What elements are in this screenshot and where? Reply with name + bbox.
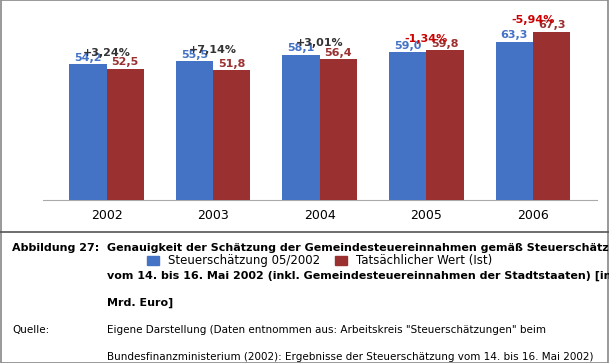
Text: Mrd. Euro]: Mrd. Euro] — [107, 298, 173, 308]
Text: 54,2: 54,2 — [74, 53, 102, 63]
Text: Abbildung 27:: Abbildung 27: — [12, 243, 99, 253]
Text: +7,14%: +7,14% — [189, 45, 237, 55]
Text: Eigene Darstellung (Daten entnommen aus: Arbeitskreis "Steuerschätzungen" beim: Eigene Darstellung (Daten entnommen aus:… — [107, 325, 546, 335]
Text: 51,8: 51,8 — [218, 59, 245, 69]
Bar — [107, 69, 144, 200]
Text: 63,3: 63,3 — [501, 30, 528, 40]
Bar — [496, 42, 533, 200]
Bar — [213, 70, 250, 200]
Text: 59,8: 59,8 — [431, 39, 459, 49]
Text: +3,24%: +3,24% — [83, 48, 130, 58]
Text: Genauigkeit der Schätzung der Gemeindesteuereinnahmen gemäß Steuerschätzung: Genauigkeit der Schätzung der Gemeindest… — [107, 243, 609, 253]
Text: +3,01%: +3,01% — [296, 38, 343, 48]
Bar — [176, 61, 213, 200]
Text: -1,34%: -1,34% — [404, 34, 448, 44]
Text: Quelle:: Quelle: — [12, 325, 49, 335]
Text: vom 14. bis 16. Mai 2002 (inkl. Gemeindesteuereinnahmen der Stadtstaaten) [in: vom 14. bis 16. Mai 2002 (inkl. Gemeinde… — [107, 270, 609, 281]
Text: 58,1: 58,1 — [287, 44, 315, 53]
Bar — [426, 50, 463, 200]
Bar — [533, 32, 570, 200]
Bar — [283, 55, 320, 200]
Text: 52,5: 52,5 — [111, 57, 139, 68]
Text: 67,3: 67,3 — [538, 20, 565, 30]
Text: 59,0: 59,0 — [394, 41, 421, 51]
Bar — [320, 59, 357, 200]
Text: 55,5: 55,5 — [181, 50, 208, 60]
Text: Bundesfinanzministerium (2002): Ergebnisse der Steuerschätzung vom 14. bis 16. M: Bundesfinanzministerium (2002): Ergebnis… — [107, 352, 593, 362]
Legend: Steuerschätzung 05/2002, Tatsächlicher Wert (Ist): Steuerschätzung 05/2002, Tatsächlicher W… — [143, 249, 497, 272]
Text: 56,4: 56,4 — [325, 48, 352, 58]
Text: -5,94%: -5,94% — [511, 16, 555, 25]
Bar — [69, 64, 107, 200]
Bar — [389, 52, 426, 200]
